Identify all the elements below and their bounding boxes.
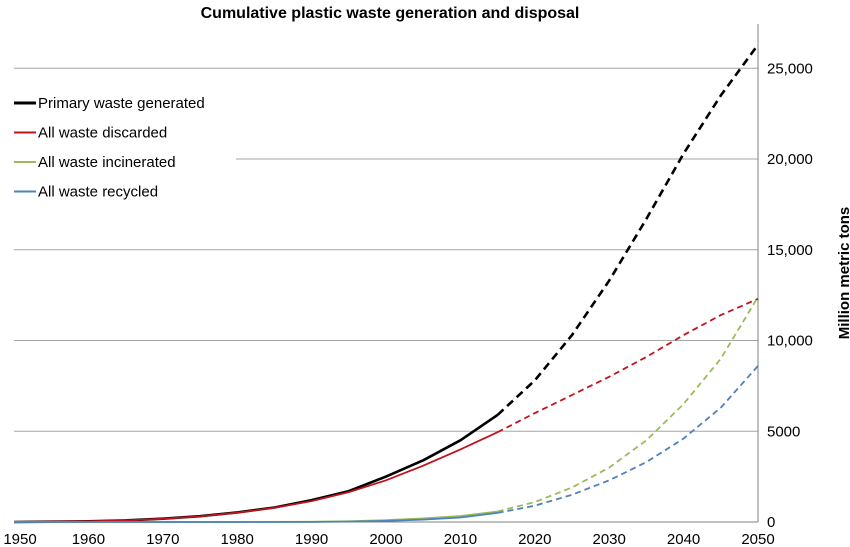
gridlines	[14, 67, 758, 432]
x-tick-label: 1950	[3, 531, 36, 547]
series-line-solid	[13, 431, 498, 523]
x-tick-label: 1990	[295, 531, 328, 547]
x-tick-label: 1960	[72, 531, 105, 547]
x-tick-label: 1970	[146, 531, 179, 547]
series-line-solid	[14, 512, 498, 523]
series-line-projected	[497, 365, 759, 514]
series-line-projected	[496, 43, 760, 416]
x-tick-label: 2010	[444, 531, 477, 547]
x-tick-label: 2040	[667, 531, 700, 547]
x-tick-label: 2000	[369, 531, 402, 547]
series-lines	[13, 43, 760, 524]
x-tick-label: 2020	[518, 531, 551, 547]
legend-label: All waste recycled	[38, 184, 158, 201]
legend-label: All waste discarded	[38, 125, 167, 142]
legend-label: All waste incinerated	[38, 154, 176, 171]
y-tick-label: 20,000	[767, 151, 813, 168]
series-line-projected	[497, 297, 759, 434]
y-axis-label: Million metric tons	[836, 207, 850, 340]
y-tick-label: 15,000	[767, 242, 813, 259]
legend: Primary waste generated All waste discard…	[14, 95, 205, 201]
chart-title: Cumulative plastic waste generation and …	[201, 5, 580, 22]
series-line-projected	[497, 296, 759, 513]
y-tick-label: 0	[767, 514, 775, 531]
y-tick-label: 5000	[767, 423, 800, 440]
x-tick-labels: 1950 1960 1970 1980 1990 2000 2010 2020 2030 2040…	[3, 531, 774, 547]
legend-label: Primary waste generated	[38, 95, 205, 112]
x-tick-label: 2050	[741, 531, 774, 547]
y-tick-label: 10,000	[767, 333, 813, 350]
y-tick-label: 25,000	[767, 60, 813, 77]
y-tick-labels: 0 5000 10,000 15,000 20,000 25,000	[767, 60, 813, 531]
x-tick-label: 1980	[221, 531, 254, 547]
x-tick-label: 2030	[593, 531, 626, 547]
